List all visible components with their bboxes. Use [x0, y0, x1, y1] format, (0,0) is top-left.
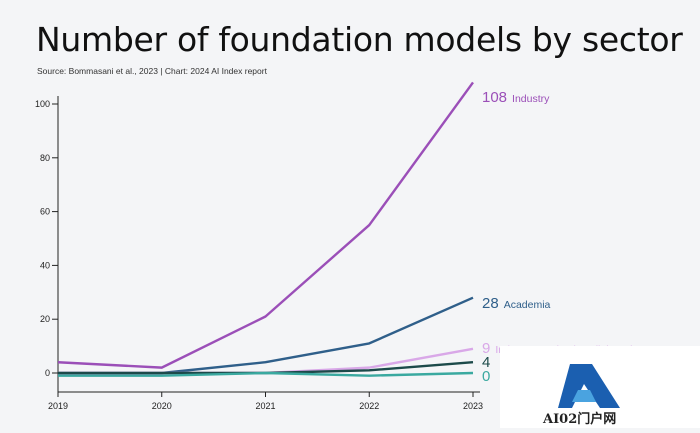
chart-title: Number of foundation models by sector — [36, 20, 683, 59]
y-tick-label: 40 — [40, 260, 50, 270]
y-tick-label: 20 — [40, 314, 50, 324]
watermark-logo-icon — [558, 364, 620, 408]
series-end-label: 0 — [482, 368, 490, 385]
x-tick-label: 2023 — [463, 401, 483, 411]
series-line-academia — [58, 296, 474, 375]
series-end-value: 4 — [482, 354, 490, 371]
series-end-value: 0 — [482, 368, 490, 385]
series-line-industry — [57, 81, 474, 369]
y-tick-label: 100 — [35, 99, 50, 109]
watermark-area — [500, 346, 700, 428]
series-end-label: 4 — [482, 354, 490, 371]
series-name: Academia — [504, 299, 551, 311]
y-tick-label: 0 — [45, 368, 50, 378]
x-tick-label: 2019 — [48, 401, 68, 411]
series-end-value: 9 — [482, 340, 490, 357]
x-tick-label: 2021 — [255, 401, 275, 411]
series-line-unnamed-3 — [58, 361, 474, 375]
watermark-text: AI02门户网 — [543, 412, 617, 427]
series-end-label: 108 Industry — [482, 89, 550, 106]
series-end-label: 28 Academia — [482, 295, 551, 312]
series-name: Industry — [512, 93, 550, 105]
x-tick-label: 2022 — [359, 401, 379, 411]
y-tick-label: 60 — [40, 207, 50, 217]
chart-source: Source: Bommasani et al., 2023 | Chart: … — [37, 66, 267, 76]
x-tick-label: 2020 — [152, 401, 172, 411]
series-end-value: 108 — [482, 89, 507, 106]
series-line-industry-academia-collaboration — [58, 347, 474, 375]
series-end-value: 28 — [482, 295, 499, 312]
y-tick-label: 80 — [40, 153, 50, 163]
series-line-unnamed-4 — [58, 371, 474, 377]
